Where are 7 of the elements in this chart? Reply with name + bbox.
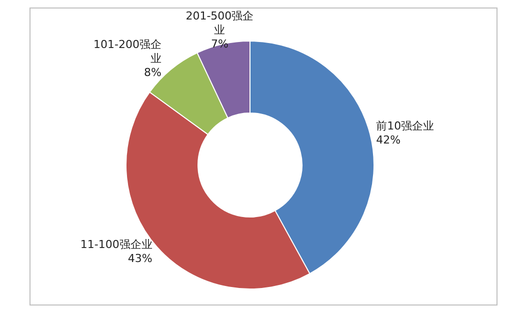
slice-label: 201-500强企业	[186, 9, 254, 36]
data-label: 42%	[376, 134, 401, 147]
slice-label: 101-200强企业	[94, 38, 162, 65]
data-label: 43%	[128, 252, 152, 266]
slice-label: 前10强企业	[376, 120, 434, 133]
slice-label: 11-100强企业	[80, 238, 152, 252]
data-label: 8%	[144, 66, 162, 79]
